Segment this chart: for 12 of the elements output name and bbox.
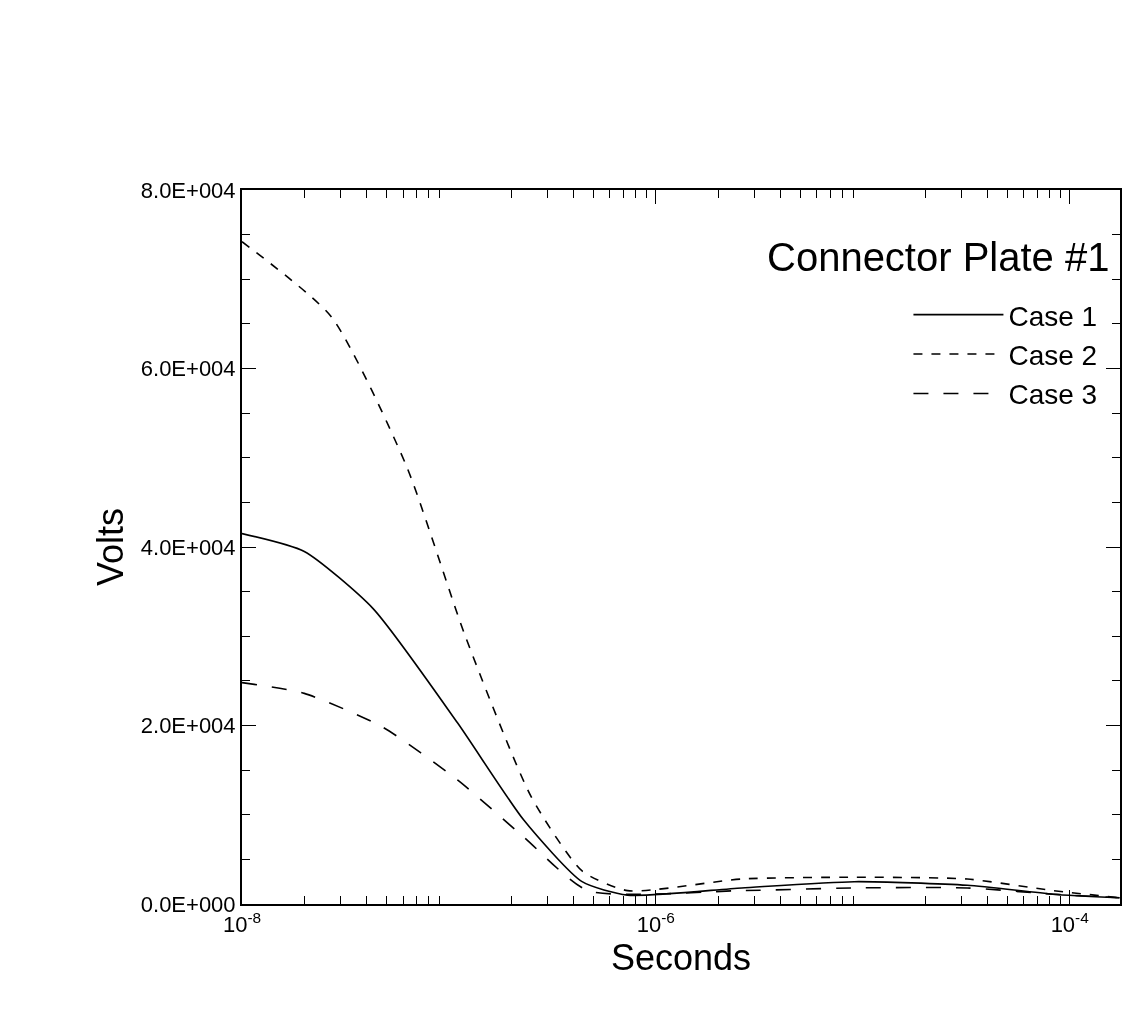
legend-label: Case 3 bbox=[1008, 379, 1098, 411]
x-tick-label: 10$^{-4}$ bbox=[1050, 909, 1090, 938]
text: Connector Plate #1 bbox=[767, 235, 1110, 279]
legend-label: Case 2 bbox=[1008, 339, 1098, 371]
y-axis-title: Volts bbox=[90, 507, 132, 587]
y-tick-label: 6.0E+004 bbox=[140, 356, 236, 382]
legend-label: Case 1 bbox=[1008, 300, 1098, 332]
y-tick-label: 2.0E+004 bbox=[140, 713, 236, 739]
x-axis-title: Seconds bbox=[610, 937, 752, 979]
x-tick-label: 10$^{-6}$ bbox=[636, 909, 675, 938]
y-tick-label: 8.0E+004 bbox=[140, 177, 236, 203]
y-tick-label: 4.0E+004 bbox=[140, 534, 236, 560]
